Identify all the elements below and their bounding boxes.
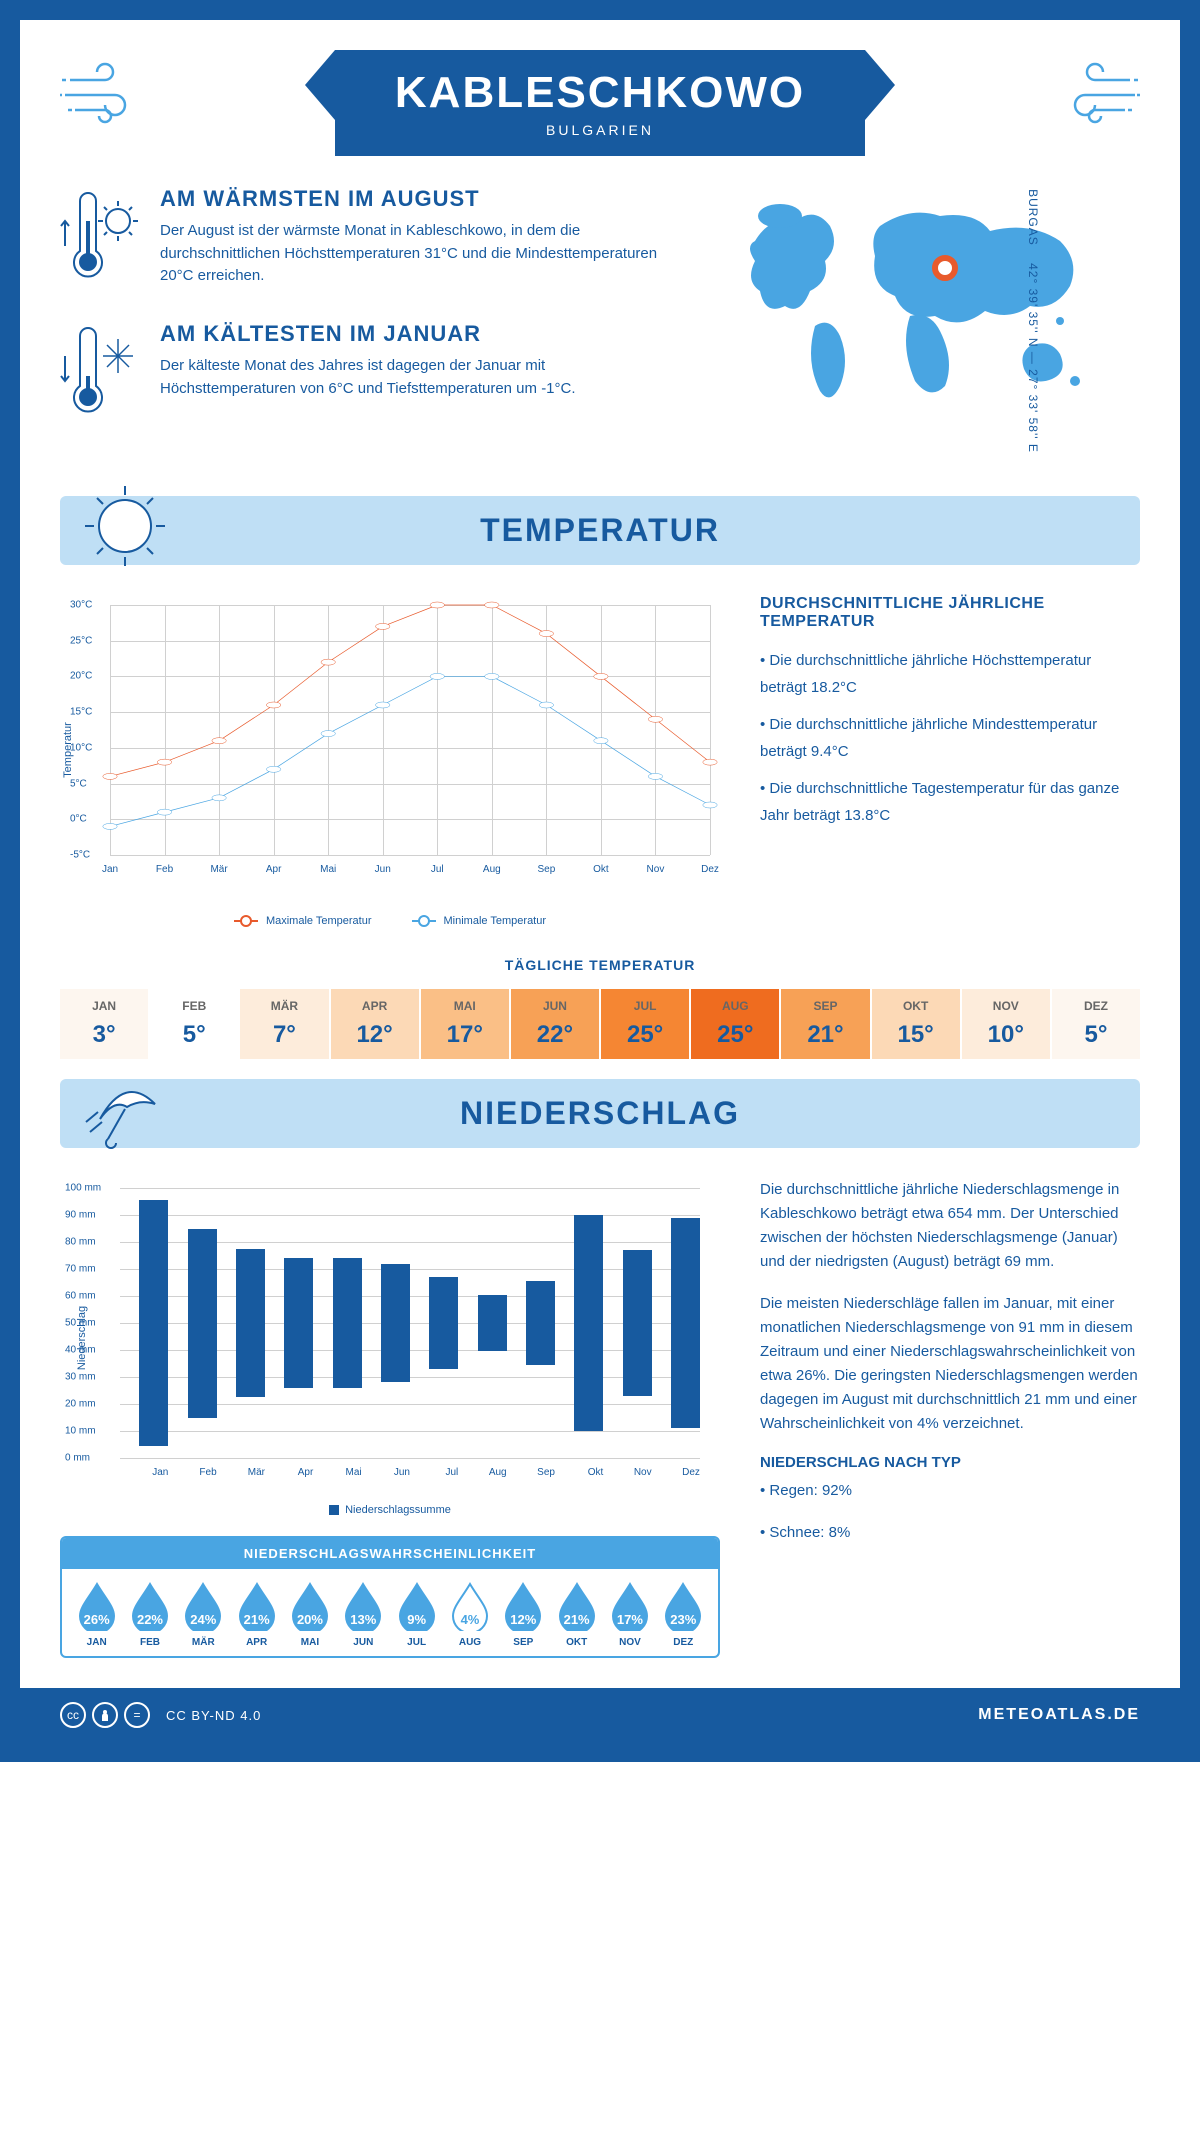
umbrella-icon: [80, 1064, 170, 1159]
country-subtitle: BULGARIEN: [395, 122, 805, 138]
warmest-block: AM WÄRMSTEN IM AUGUST Der August ist der…: [60, 186, 680, 291]
coordinates-label: BURGAS 42° 39' 35'' N — 27° 33' 58'' E: [1026, 189, 1040, 453]
coldest-block: AM KÄLTESTEN IM JANUAR Der kälteste Mona…: [60, 321, 680, 426]
daily-cell: MÄR7°: [240, 989, 328, 1059]
daily-cell: MAI17°: [421, 989, 509, 1059]
world-map: BURGAS 42° 39' 35'' N — 27° 33' 58'' E: [720, 186, 1140, 456]
title-ribbon: KABLESCHKOWO BULGARIEN: [335, 50, 865, 156]
site-name: METEOATLAS.DE: [978, 1706, 1140, 1724]
precip-type-heading: NIEDERSCHLAG NACH TYP: [760, 1454, 1140, 1471]
temp-avg-heading: DURCHSCHNITTLICHE JÄHRLICHE TEMPERATUR: [760, 595, 1140, 631]
precip-type-rain: • Regen: 92%: [760, 1479, 1140, 1503]
warmest-text: Der August ist der wärmste Monat in Kabl…: [160, 220, 680, 288]
wind-icon-left: [60, 60, 150, 135]
city-title: KABLESCHKOWO: [395, 68, 805, 118]
temp-bullet-2: • Die durchschnittliche jährliche Mindes…: [760, 711, 1140, 765]
intro-text-col: AM WÄRMSTEN IM AUGUST Der August ist der…: [60, 186, 680, 456]
probability-cell: 24%MÄR: [177, 1581, 230, 1648]
probability-cell: 17%NOV: [603, 1581, 656, 1648]
daily-cell: NOV10°: [962, 989, 1050, 1059]
thermometer-hot-icon: [60, 186, 140, 291]
daily-temp-table: JAN3°FEB5°MÄR7°APR12°MAI17°JUN22°JUL25°A…: [60, 989, 1140, 1059]
precip-para-1: Die durchschnittliche jährliche Niedersc…: [760, 1178, 1140, 1274]
probability-cell: 21%OKT: [550, 1581, 603, 1648]
precip-para-2: Die meisten Niederschläge fallen im Janu…: [760, 1292, 1140, 1436]
daily-temp-heading: TÄGLICHE TEMPERATUR: [60, 957, 1140, 973]
probability-cell: 26%JAN: [70, 1581, 123, 1648]
cc-nd-icon: =: [124, 1702, 150, 1728]
precip-chart-legend: Niederschlagssumme: [60, 1504, 720, 1516]
daily-cell: APR12°: [331, 989, 419, 1059]
daily-cell: AUG25°: [691, 989, 779, 1059]
temperature-content: Temperatur -5°C0°C5°C10°C15°C20°C25°C30°…: [60, 595, 1140, 927]
temperature-line-chart: Temperatur -5°C0°C5°C10°C15°C20°C25°C30°…: [60, 595, 720, 927]
temp-chart-legend: .legend-item:nth-child(1) .legend-swatch…: [60, 915, 720, 927]
precipitation-content: Niederschlag 0 mm10 mm20 mm30 mm40 mm50 …: [60, 1178, 1140, 1658]
temp-bullet-3: • Die durchschnittliche Tagestemperatur …: [760, 775, 1140, 829]
probability-cell: 22%FEB: [123, 1581, 176, 1648]
footer: cc = CC BY-ND 4.0 METEOATLAS.DE: [20, 1688, 1180, 1742]
probability-box: NIEDERSCHLAGSWAHRSCHEINLICHKEIT 26%JAN22…: [60, 1536, 720, 1658]
warmest-heading: AM WÄRMSTEN IM AUGUST: [160, 186, 680, 212]
wind-icon-right: [1050, 60, 1140, 135]
precipitation-heading: NIEDERSCHLAG: [90, 1095, 1110, 1132]
intro-section: AM WÄRMSTEN IM AUGUST Der August ist der…: [60, 186, 1140, 456]
coldest-text: Der kälteste Monat des Jahres ist dagege…: [160, 355, 680, 400]
probability-cell: 23%DEZ: [657, 1581, 710, 1648]
cc-license-icons: cc = CC BY-ND 4.0: [60, 1702, 261, 1728]
temp-bullet-1: • Die durchschnittliche jährliche Höchst…: [760, 647, 1140, 701]
precipitation-summary-text: Die durchschnittliche jährliche Niedersc…: [760, 1178, 1140, 1658]
header: KABLESCHKOWO BULGARIEN: [60, 50, 1140, 156]
daily-cell: OKT15°: [872, 989, 960, 1059]
daily-cell: FEB5°: [150, 989, 238, 1059]
cc-icon: cc: [60, 1702, 86, 1728]
temperature-section-header: TEMPERATUR: [60, 496, 1140, 565]
probability-heading: NIEDERSCHLAGSWAHRSCHEINLICHKEIT: [62, 1538, 718, 1569]
probability-cell: 21%APR: [230, 1581, 283, 1648]
probability-cell: 13%JUN: [337, 1581, 390, 1648]
daily-cell: JUN22°: [511, 989, 599, 1059]
temperature-heading: TEMPERATUR: [90, 512, 1110, 549]
probability-cell: 4%AUG: [443, 1581, 496, 1648]
probability-cell: 9%JUL: [390, 1581, 443, 1648]
temperature-summary-text: DURCHSCHNITTLICHE JÄHRLICHE TEMPERATUR •…: [760, 595, 1140, 927]
precip-chart-ylabel: Niederschlag: [76, 1306, 88, 1370]
probability-cell: 12%SEP: [497, 1581, 550, 1648]
coldest-heading: AM KÄLTESTEN IM JANUAR: [160, 321, 680, 347]
probability-cell: 20%MAI: [283, 1581, 336, 1648]
daily-cell: JAN3°: [60, 989, 148, 1059]
precipitation-section-header: NIEDERSCHLAG: [60, 1079, 1140, 1148]
precipitation-bar-chart: Niederschlag 0 mm10 mm20 mm30 mm40 mm50 …: [60, 1178, 720, 1498]
sun-icon: [80, 481, 170, 576]
page: KABLESCHKOWO BULGARIEN AM WÄRMSTEN IM AU…: [0, 0, 1200, 1762]
daily-cell: DEZ5°: [1052, 989, 1140, 1059]
cc-by-icon: [92, 1702, 118, 1728]
daily-cell: SEP21°: [781, 989, 869, 1059]
precip-type-snow: • Schnee: 8%: [760, 1521, 1140, 1545]
thermometer-cold-icon: [60, 321, 140, 426]
license-text: CC BY-ND 4.0: [166, 1708, 261, 1723]
daily-cell: JUL25°: [601, 989, 689, 1059]
